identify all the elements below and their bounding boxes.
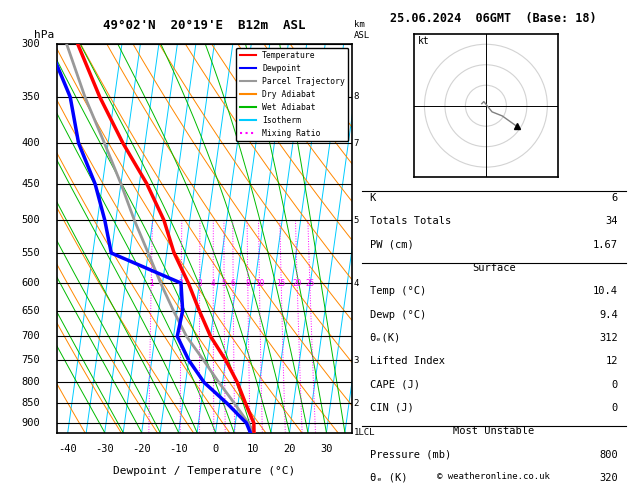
Text: 750: 750 (21, 355, 40, 365)
Text: 1LCL: 1LCL (353, 428, 376, 437)
Text: 15: 15 (277, 278, 286, 288)
Text: 9.4: 9.4 (599, 310, 618, 320)
Text: Dewpoint / Temperature (°C): Dewpoint / Temperature (°C) (113, 466, 296, 476)
Text: 3: 3 (353, 356, 359, 364)
Text: 350: 350 (21, 92, 40, 102)
Text: 0: 0 (611, 380, 618, 390)
Text: Surface: Surface (472, 263, 516, 273)
Text: -20: -20 (132, 444, 151, 454)
Text: CIN (J): CIN (J) (370, 403, 413, 413)
Text: Most Unstable: Most Unstable (453, 426, 535, 436)
Text: Totals Totals: Totals Totals (370, 216, 451, 226)
Text: 0: 0 (213, 444, 219, 454)
Text: 12: 12 (606, 356, 618, 366)
Text: © weatheronline.co.uk: © weatheronline.co.uk (437, 472, 550, 481)
Text: 450: 450 (21, 179, 40, 189)
Text: 400: 400 (21, 138, 40, 148)
Text: 25.06.2024  06GMT  (Base: 18): 25.06.2024 06GMT (Base: 18) (391, 12, 597, 25)
Text: km
ASL: km ASL (353, 20, 370, 40)
Text: 600: 600 (21, 278, 40, 288)
Text: 550: 550 (21, 248, 40, 258)
Text: CAPE (J): CAPE (J) (370, 380, 420, 390)
Text: θₑ (K): θₑ (K) (370, 473, 407, 483)
Text: 10: 10 (255, 278, 264, 288)
Legend: Temperature, Dewpoint, Parcel Trajectory, Dry Adiabat, Wet Adiabat, Isotherm, Mi: Temperature, Dewpoint, Parcel Trajectory… (237, 48, 348, 141)
Text: θₑ(K): θₑ(K) (370, 333, 401, 343)
Text: 8: 8 (245, 278, 250, 288)
Text: 320: 320 (599, 473, 618, 483)
Text: 30: 30 (320, 444, 333, 454)
Text: 25: 25 (305, 278, 314, 288)
Text: -10: -10 (169, 444, 188, 454)
Text: 2: 2 (353, 399, 359, 408)
Text: 650: 650 (21, 306, 40, 316)
Text: 2: 2 (179, 278, 184, 288)
Text: 4: 4 (211, 278, 216, 288)
Text: 3: 3 (198, 278, 202, 288)
Text: 4: 4 (353, 278, 359, 288)
Text: 49°02'N  20°19'E  B12m  ASL: 49°02'N 20°19'E B12m ASL (103, 19, 306, 32)
Text: 500: 500 (21, 215, 40, 225)
Text: 1: 1 (149, 278, 153, 288)
Text: Temp (°C): Temp (°C) (370, 286, 426, 296)
Text: 6: 6 (611, 193, 618, 203)
Text: 850: 850 (21, 399, 40, 408)
Text: 5: 5 (222, 278, 226, 288)
Text: K: K (370, 193, 376, 203)
Text: 800: 800 (21, 378, 40, 387)
Text: 300: 300 (21, 39, 40, 49)
Text: 8: 8 (353, 92, 359, 102)
Text: kt: kt (418, 36, 430, 46)
Text: Lifted Index: Lifted Index (370, 356, 445, 366)
Text: -40: -40 (58, 444, 77, 454)
Text: 700: 700 (21, 331, 40, 341)
Text: 34: 34 (606, 216, 618, 226)
Text: 1.67: 1.67 (593, 240, 618, 250)
Text: 800: 800 (599, 450, 618, 460)
Text: 20: 20 (292, 278, 302, 288)
Text: PW (cm): PW (cm) (370, 240, 413, 250)
Text: 0: 0 (611, 403, 618, 413)
Text: Dewp (°C): Dewp (°C) (370, 310, 426, 320)
Text: hPa: hPa (35, 30, 55, 40)
Text: 10.4: 10.4 (593, 286, 618, 296)
Text: 312: 312 (599, 333, 618, 343)
Text: 900: 900 (21, 418, 40, 428)
Text: 20: 20 (283, 444, 296, 454)
Text: 7: 7 (353, 139, 359, 148)
Text: 10: 10 (247, 444, 259, 454)
Text: -30: -30 (96, 444, 114, 454)
Text: Pressure (mb): Pressure (mb) (370, 450, 451, 460)
Text: 6: 6 (231, 278, 235, 288)
Text: 5: 5 (353, 216, 359, 225)
